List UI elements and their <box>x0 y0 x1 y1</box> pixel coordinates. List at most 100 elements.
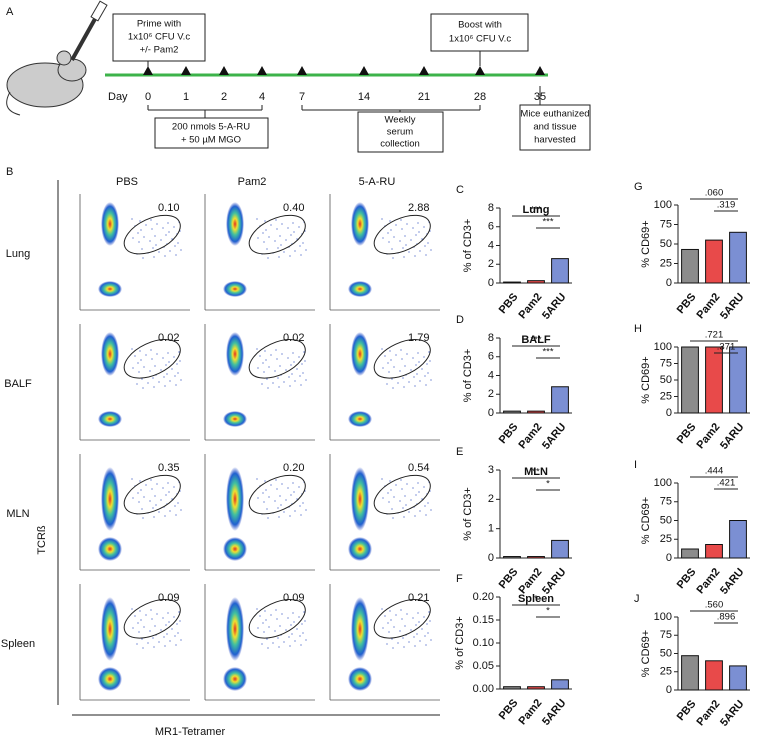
event <box>388 241 390 243</box>
gate-value: 0.02 <box>158 332 179 344</box>
event <box>408 381 410 383</box>
event <box>280 244 282 246</box>
event <box>275 609 277 611</box>
event <box>404 495 406 497</box>
density <box>351 332 369 376</box>
event <box>256 608 258 610</box>
day: 28 <box>474 91 486 103</box>
density <box>101 202 119 246</box>
bar <box>527 410 545 414</box>
density <box>226 202 244 246</box>
event <box>142 647 144 649</box>
event <box>150 219 152 221</box>
event <box>391 248 393 250</box>
event <box>152 507 154 509</box>
event <box>147 382 149 384</box>
event <box>389 480 391 482</box>
event <box>399 500 401 502</box>
event <box>382 237 384 239</box>
bar <box>527 280 545 284</box>
event <box>390 489 392 491</box>
event <box>302 372 304 374</box>
event <box>430 639 432 641</box>
event <box>142 517 144 519</box>
event <box>147 642 149 644</box>
event <box>408 511 410 513</box>
y-tick-label: 100 <box>654 199 672 211</box>
event <box>276 488 278 490</box>
bar <box>503 281 521 284</box>
gate <box>123 339 181 379</box>
y-tick-label: 100 <box>654 477 672 489</box>
event <box>401 358 403 360</box>
bar <box>551 679 569 690</box>
event <box>277 637 279 639</box>
event <box>145 224 147 226</box>
event <box>426 623 428 625</box>
event <box>178 351 180 353</box>
event <box>382 627 384 629</box>
event <box>382 367 384 369</box>
bar <box>681 548 699 559</box>
flow-plot <box>98 467 182 561</box>
event <box>278 386 280 388</box>
treatment-text: 200 nmols 5-A-RU <box>172 122 250 133</box>
event <box>274 370 276 372</box>
gate <box>123 474 181 515</box>
event <box>137 622 139 624</box>
significance: * <box>546 479 550 490</box>
event <box>389 220 391 222</box>
day: 0 <box>145 91 151 103</box>
density <box>223 667 247 691</box>
event <box>152 247 154 249</box>
event <box>149 500 151 502</box>
box <box>112 13 206 62</box>
event <box>418 231 420 233</box>
event <box>302 502 304 504</box>
density <box>226 597 244 661</box>
event <box>421 368 423 370</box>
event <box>430 249 432 251</box>
event <box>393 366 395 368</box>
panel-label: D <box>456 314 464 326</box>
bar <box>705 660 723 691</box>
event <box>291 373 293 375</box>
event <box>134 615 136 617</box>
event <box>294 640 296 642</box>
y-tick-label: 0 <box>666 407 672 419</box>
event <box>395 354 397 356</box>
event <box>301 623 303 625</box>
event <box>132 497 134 499</box>
significance: * <box>534 594 538 605</box>
event <box>289 385 291 387</box>
x-tick-label: 5ARU <box>540 697 568 728</box>
event <box>276 618 278 620</box>
bar <box>705 239 723 284</box>
event <box>267 387 269 389</box>
event <box>391 638 393 640</box>
event <box>150 609 152 611</box>
event <box>154 365 156 367</box>
event <box>154 625 156 627</box>
event <box>303 351 305 353</box>
y-tick-label: 8 <box>488 332 494 344</box>
event <box>393 496 395 498</box>
y-tick-label: 6 <box>488 351 494 363</box>
bar <box>729 346 747 414</box>
event <box>259 355 261 357</box>
gate <box>123 214 181 255</box>
event <box>143 496 145 498</box>
event <box>404 625 406 627</box>
event <box>418 491 420 493</box>
event <box>418 621 420 623</box>
event <box>154 495 156 497</box>
event <box>419 640 421 642</box>
event <box>290 234 292 236</box>
y-tick-label: 2 <box>488 258 494 270</box>
event <box>425 514 427 516</box>
event <box>415 494 417 496</box>
event <box>160 499 162 501</box>
event <box>141 248 143 250</box>
treatment-text: + 50 µM MGO <box>181 135 241 146</box>
event <box>305 379 307 381</box>
